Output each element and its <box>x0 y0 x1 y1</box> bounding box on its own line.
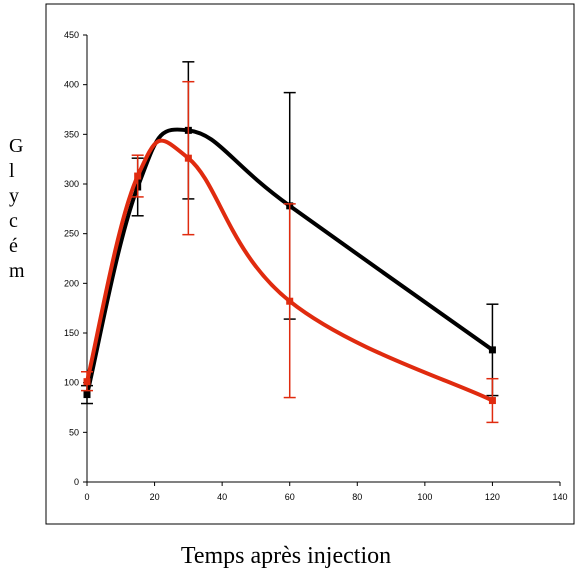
x-tick-label: 20 <box>150 492 160 502</box>
x-tick-label: 60 <box>285 492 295 502</box>
y-axis-label-char: é <box>9 235 18 257</box>
y-tick-label: 50 <box>69 427 79 437</box>
series-line <box>85 138 495 403</box>
y-axis-label-char: G <box>9 135 23 157</box>
data-point <box>286 297 294 305</box>
y-axis-label-char: y <box>9 185 19 207</box>
y-tick-label: 300 <box>64 179 79 189</box>
data-point <box>83 391 91 399</box>
data-point <box>134 172 142 180</box>
marks <box>81 61 499 424</box>
x-tick-label: 120 <box>485 492 500 502</box>
data-point <box>184 154 192 162</box>
x-tick-label: 140 <box>552 492 567 502</box>
y-axis-label-char: m <box>9 260 25 282</box>
x-tick-label: 80 <box>352 492 362 502</box>
x-tick-label: 0 <box>84 492 89 502</box>
axes: 0 20 40 60 80 100 120 140 0 50 100 150 200 250 300 350 4… <box>64 30 568 502</box>
x-axis-label: Temps après injection <box>181 543 391 569</box>
chart-frame <box>45 3 575 525</box>
y-tick-label: 0 <box>74 477 79 487</box>
y-axis-label-char: c <box>9 210 18 232</box>
data-point <box>488 346 496 354</box>
data-point <box>488 397 496 405</box>
y-tick-label: 100 <box>64 378 79 388</box>
x-tick-label: 100 <box>417 492 432 502</box>
y-tick-label: 150 <box>64 328 79 338</box>
y-tick-label: 200 <box>64 278 79 288</box>
series-1 <box>81 80 499 424</box>
data-point <box>83 378 91 386</box>
y-tick-label: 450 <box>64 30 79 40</box>
y-axis-label-char: l <box>9 160 15 182</box>
series-line <box>85 127 495 397</box>
x-tick-label: 40 <box>217 492 227 502</box>
y-tick-label: 250 <box>64 229 79 239</box>
y-tick-label: 400 <box>64 80 79 90</box>
y-tick-label: 350 <box>64 129 79 139</box>
